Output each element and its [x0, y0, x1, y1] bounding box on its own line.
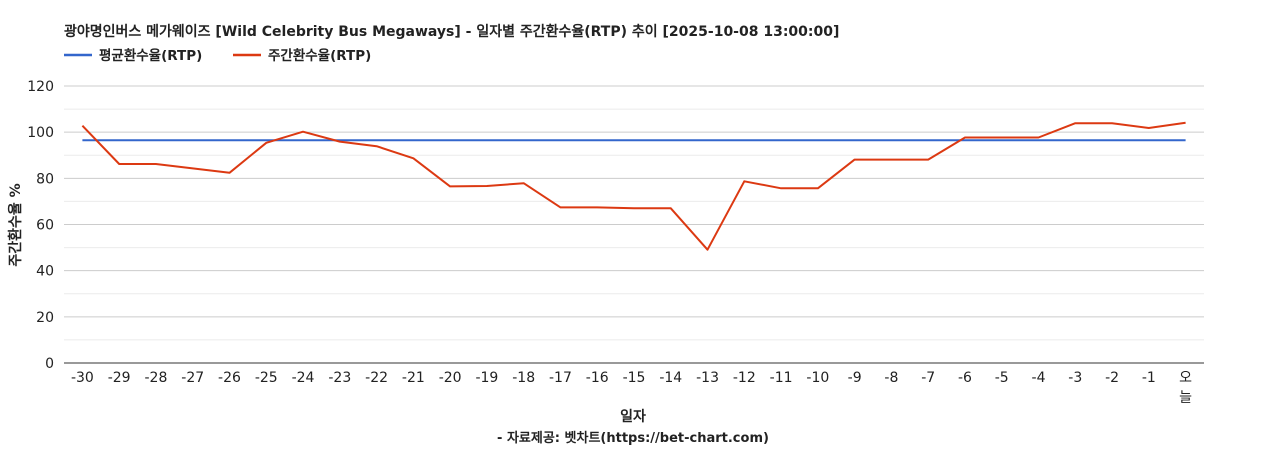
y-tick-label: 40 [36, 264, 54, 280]
x-tick-label: -1 [1142, 370, 1156, 386]
y-tick-label: 100 [27, 125, 54, 141]
legend[interactable]: 평균환수율(RTP) 주간환수율(RTP) [64, 47, 371, 64]
source-credit: - 자료제공: 벳차트(https://bet-chart.com) [497, 430, 769, 446]
x-tick-label: -7 [921, 370, 935, 386]
x-tick-label: -12 [733, 370, 756, 386]
x-tick-label: -4 [1032, 370, 1046, 386]
x-tick-label: -22 [365, 370, 388, 386]
x-tick-label: -20 [439, 370, 462, 386]
x-tick-label: -30 [71, 370, 94, 386]
y-axis-ticks: 0 20 40 60 80 100 120 [27, 79, 54, 372]
x-tick-label: -18 [512, 370, 535, 386]
chart-title: 광야명인버스 메가웨이즈 [Wild Celebrity Bus Megaway… [64, 23, 839, 40]
x-tick-label: -3 [1068, 370, 1082, 386]
x-tick-label: -13 [696, 370, 719, 386]
y-tick-label: 0 [45, 356, 54, 372]
y-tick-label: 20 [36, 310, 54, 326]
x-tick-label: -8 [884, 370, 898, 386]
x-tick-label: -26 [218, 370, 241, 386]
x-tick-label: -9 [848, 370, 862, 386]
y-tick-label: 60 [36, 218, 54, 234]
x-tick-label: -15 [623, 370, 646, 386]
x-tick-label: -27 [181, 370, 204, 386]
x-axis-label: 일자 [620, 409, 646, 425]
legend-label-average: 평균환수율(RTP) [99, 47, 202, 64]
gridlines [64, 85, 1204, 341]
x-tick-label: -11 [770, 370, 793, 386]
series-lines [81, 121, 1186, 251]
x-axis-ticks: -30 -29 -28 -27 -26 -25 -24 -23 -22 -21 -20 -19 -18-… [71, 370, 1192, 406]
y-axis-label: 주간환수율 % [7, 183, 24, 266]
x-tick-label: -5 [995, 370, 1009, 386]
x-tick-label: -19 [475, 370, 498, 386]
series-line-weekly [81, 121, 1186, 251]
x-tick-label: -2 [1105, 370, 1119, 386]
x-tick-label: -10 [806, 370, 829, 386]
x-tick-label: -25 [255, 370, 278, 386]
x-tick-label: -29 [108, 370, 131, 386]
legend-label-weekly: 주간환수율(RTP) [268, 47, 371, 64]
x-tick-label: -16 [586, 370, 609, 386]
x-tick-label: -21 [402, 370, 425, 386]
x-tick-label: -28 [144, 370, 167, 386]
x-tick-label: -23 [328, 370, 351, 386]
y-tick-label: 80 [36, 171, 54, 187]
x-tick-label: -17 [549, 370, 572, 386]
x-tick-label: -24 [292, 370, 315, 386]
x-tick-label: -14 [659, 370, 682, 386]
x-tick-label: -6 [958, 370, 972, 386]
y-tick-label: 120 [27, 79, 54, 95]
